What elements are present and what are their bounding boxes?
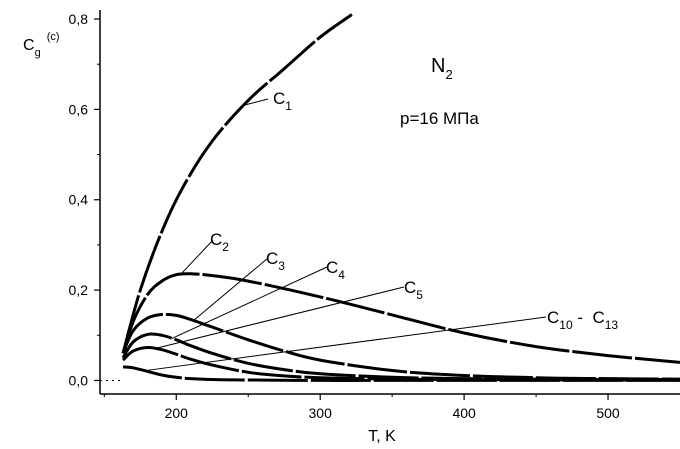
species-main: N [431, 55, 445, 77]
species-annotation: N2 [431, 55, 453, 82]
curve-label-c4: C4 [326, 258, 345, 282]
curve-label-c3: C3 [266, 249, 285, 273]
y-tick-label-4: 0,8 [69, 11, 89, 27]
series-line-3 [121, 312, 680, 381]
curve-label-c10-sub: 10 [559, 318, 573, 332]
y-tick-label-1: 0,2 [69, 282, 89, 298]
curve-label-c5-main: C [404, 278, 416, 297]
curve-label-c5-sub: 5 [416, 288, 423, 302]
y-tick-label-3: 0,6 [69, 101, 89, 117]
curve-label-c2-sub: 2 [222, 240, 229, 254]
curve-label-c10-main: C [547, 308, 559, 327]
pressure-annotation: p=16 МПа [400, 109, 479, 128]
x-tick-label-500: 500 [596, 405, 620, 421]
curve-label-c13-sub: 13 [605, 318, 619, 332]
plot-area: 200 300 400 500 0,0 0,2 0,4 0,6 0,8 [69, 10, 680, 421]
series-line-6 [122, 365, 680, 382]
x-tick-label-200: 200 [165, 405, 189, 421]
y-axis-label-sub: g [35, 47, 41, 59]
x-tick-label-400: 400 [452, 405, 476, 421]
curve-label-c2: C2 [210, 230, 229, 254]
y-axis-label-sup: (c) [47, 31, 60, 43]
leader-line-6 [144, 316, 547, 372]
curve-label-c3-sub: 3 [278, 259, 285, 273]
curve-label-c10-c13: C10 - C13 [547, 308, 618, 332]
y-tick-label-0: 0,0 [69, 372, 89, 388]
curve-label-c4-sub: 4 [338, 268, 345, 282]
leader-line-1 [243, 98, 269, 106]
curve-label-c13-main: - C [573, 308, 605, 327]
leader-line-2 [180, 239, 214, 275]
y-axis-label: Cg (c) [23, 31, 60, 59]
curve-label-c2-main: C [210, 230, 222, 249]
curve-label-c4-main: C [326, 258, 338, 277]
y-ticks: 0,0 0,2 0,4 0,6 0,8 [69, 11, 100, 388]
y-tick-label-2: 0,4 [69, 192, 89, 208]
series-layer [121, 13, 680, 382]
leader-lines [144, 98, 547, 372]
curve-label-c3-main: C [266, 249, 278, 268]
x-tick-label-300: 300 [309, 405, 333, 421]
y-axis-label-main: C [23, 37, 35, 54]
leader-line-4 [171, 266, 328, 339]
leader-line-3 [193, 257, 269, 321]
series-line-1 [121, 13, 353, 354]
curve-label-c5: C5 [404, 278, 423, 302]
curve-label-c1-sub: 1 [285, 99, 292, 113]
leader-line-5 [154, 286, 405, 350]
curve-label-c1-main: C [273, 89, 285, 108]
x-ticks: 200 300 400 500 [103, 394, 620, 421]
x-axis-label: T, K [368, 428, 396, 445]
species-sub: 2 [445, 67, 452, 82]
curve-label-c1: C1 [273, 89, 292, 113]
